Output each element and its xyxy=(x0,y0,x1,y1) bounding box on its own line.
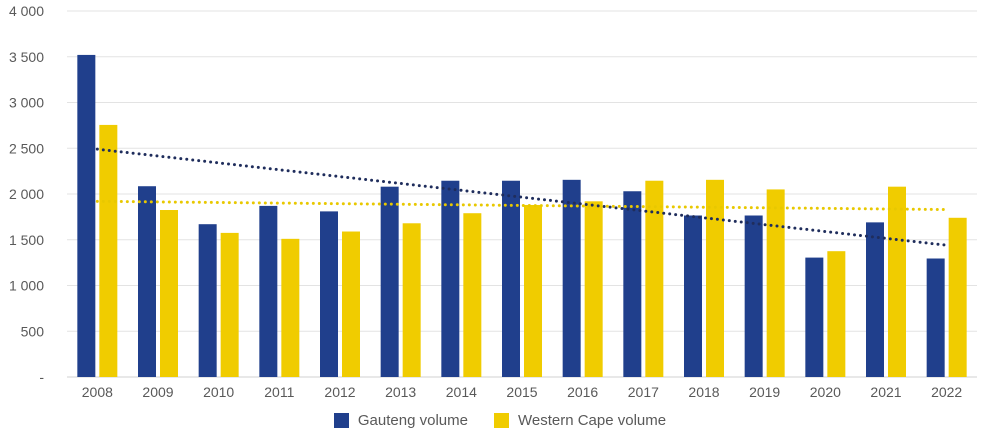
bar-western-cape xyxy=(827,251,846,377)
y-tick-label: 2 000 xyxy=(9,186,44,202)
x-tick-label: 2017 xyxy=(628,384,659,400)
x-tick-label: 2014 xyxy=(446,384,477,400)
legend: Gauteng volume Western Cape volume xyxy=(0,412,1000,429)
bar-western-cape xyxy=(524,204,542,377)
x-tick-label: 2013 xyxy=(385,384,416,400)
bar-western-cape xyxy=(463,213,482,377)
x-tick-label: 2021 xyxy=(870,384,901,400)
x-tick-label: 2018 xyxy=(688,384,719,400)
y-tick-label: 3 000 xyxy=(9,95,44,111)
x-axis-ticks: 2008 2009 2010 2011 2012 2013 2014 2015 2016 2017… xyxy=(82,384,963,400)
trendline-western-cape xyxy=(95,199,949,212)
bar-western-cape xyxy=(948,217,967,377)
bar-western-cape xyxy=(645,180,664,377)
bar-gauteng xyxy=(744,215,763,377)
bar-gauteng xyxy=(562,179,581,377)
x-tick-label: 2012 xyxy=(324,384,355,400)
bar-western-cape xyxy=(888,186,906,377)
bar-western-cape xyxy=(99,124,118,377)
bar-western-cape xyxy=(584,201,603,377)
bar-gauteng xyxy=(441,180,460,377)
x-tick-label: 2010 xyxy=(203,384,234,400)
bar-gauteng xyxy=(198,224,217,377)
legend-item-gauteng[interactable]: Gauteng volume xyxy=(333,412,468,429)
bar-western-cape xyxy=(160,210,178,377)
legend-label-western-cape: Western Cape volume xyxy=(517,412,667,429)
y-tick-label: 3 500 xyxy=(9,49,44,65)
bar-western-cape xyxy=(281,238,300,377)
bar-gauteng xyxy=(77,54,96,378)
gridlines xyxy=(67,10,977,378)
legend-swatch-gauteng xyxy=(333,413,349,428)
bar-gauteng xyxy=(138,186,156,377)
bar-western-cape xyxy=(706,179,724,377)
x-tick-label: 2019 xyxy=(749,384,780,400)
y-tick-label: 1 500 xyxy=(9,232,44,248)
x-tick-label: 2011 xyxy=(264,384,294,400)
bar-gauteng xyxy=(805,257,824,377)
y-tick-label: 500 xyxy=(21,323,45,339)
bar-gauteng xyxy=(684,215,702,377)
legend-item-western-cape[interactable]: Western Cape volume xyxy=(493,412,667,429)
trendline-gauteng xyxy=(95,147,949,247)
legend-swatch-western-cape xyxy=(493,413,509,428)
bars xyxy=(77,54,967,378)
bar-western-cape xyxy=(220,232,239,377)
y-tick-label: 4 000 xyxy=(9,3,44,19)
bar-gauteng xyxy=(623,191,642,377)
bar-gauteng xyxy=(926,258,945,377)
x-tick-label: 2016 xyxy=(567,384,598,400)
x-tick-label: 2022 xyxy=(931,384,962,400)
y-tick-label: 1 000 xyxy=(9,278,44,294)
bar-gauteng xyxy=(320,211,338,377)
x-tick-label: 2020 xyxy=(810,384,841,400)
bar-gauteng xyxy=(259,205,278,377)
bar-western-cape xyxy=(402,223,421,377)
legend-label-gauteng: Gauteng volume xyxy=(357,412,468,429)
x-tick-label: 2009 xyxy=(142,384,173,400)
bar-western-cape xyxy=(342,231,360,377)
bar-western-cape xyxy=(766,189,785,377)
bar-gauteng xyxy=(502,180,520,377)
bar-gauteng xyxy=(866,222,884,377)
y-tick-label: - xyxy=(39,369,44,385)
x-tick-label: 2008 xyxy=(82,384,113,400)
x-tick-label: 2015 xyxy=(506,384,537,400)
y-tick-label: 2 500 xyxy=(9,140,44,156)
bar-gauteng xyxy=(380,186,399,377)
y-axis-ticks: - 500 1 000 1 500 2 000 2 500 3 000 3 500 4 000 xyxy=(9,3,44,385)
trendlines xyxy=(95,147,949,247)
